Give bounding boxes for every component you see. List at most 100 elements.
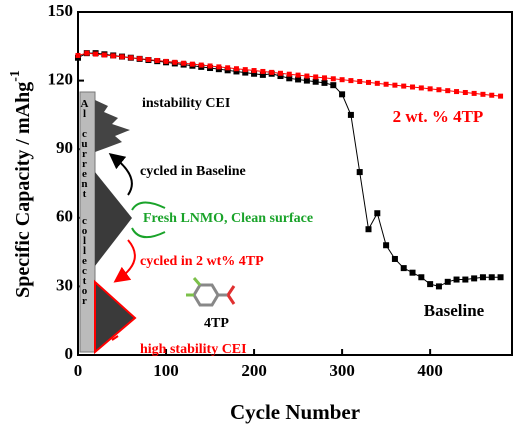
data-point (374, 210, 381, 217)
data-point (224, 67, 231, 74)
data-point (366, 79, 372, 85)
data-point (207, 63, 213, 69)
data-point (454, 89, 460, 95)
data-point (216, 64, 222, 70)
data-point (497, 274, 504, 281)
molecule (186, 277, 236, 307)
data-point (277, 70, 283, 76)
y-axis-title-sup: -1 (8, 70, 23, 82)
data-point (471, 90, 477, 96)
data-point (392, 82, 398, 88)
collector-label: Al (78, 98, 90, 118)
data-point (418, 85, 424, 91)
data-point (233, 68, 240, 75)
data-point (163, 58, 169, 64)
data-point (260, 68, 266, 74)
data-point (119, 54, 125, 60)
y-tick-label: 60 (56, 207, 73, 226)
data-point (242, 67, 248, 73)
y-tick-label: 30 (56, 275, 73, 294)
data-point (330, 82, 337, 89)
data-point (225, 65, 231, 71)
data-point (347, 111, 354, 118)
data-point (242, 69, 249, 76)
y-tick-label: 150 (48, 1, 74, 20)
x-tick-label: 0 (74, 361, 83, 380)
arrow (113, 239, 136, 283)
data-point (313, 74, 319, 80)
data-point (172, 59, 178, 65)
data-point (339, 77, 345, 83)
data-point (93, 51, 99, 57)
data-point (462, 276, 469, 283)
data-point (418, 274, 425, 281)
data-point (436, 87, 442, 93)
plot-frame (77, 11, 513, 356)
data-point (110, 53, 116, 59)
data-point (356, 169, 363, 176)
data-point (321, 75, 327, 81)
data-point (409, 269, 416, 276)
data-point (479, 274, 486, 281)
data-point (365, 226, 372, 233)
data-point (488, 274, 495, 281)
data-point (391, 255, 398, 262)
data-point (233, 66, 239, 72)
lnmo-coated (94, 279, 137, 355)
data-point (444, 278, 451, 285)
data-point (75, 52, 81, 58)
data-point (259, 71, 266, 78)
plot: 0 100 200 300 400 0 30 60 90 120 150 Baseline 2 wt. … (48, 1, 513, 380)
data-point (498, 93, 504, 99)
arrow (131, 201, 166, 211)
data-point (471, 275, 478, 282)
data-point (189, 61, 195, 67)
collector-label: current (78, 128, 90, 198)
data-point (374, 80, 380, 86)
annotation: Fresh LNMO, Clean surface (143, 211, 313, 226)
x-axis-title: Cycle Number (230, 400, 360, 424)
data-point (348, 78, 354, 84)
annotation: 4TP (204, 316, 229, 331)
x-tick-label: 400 (417, 361, 443, 380)
y-axis-title: Specific Capacity / mAhg-1 (8, 70, 33, 298)
inset-diagram: Al current collector instability CEI cyc… (78, 91, 313, 357)
data-point (401, 83, 407, 89)
data-point (445, 88, 451, 94)
annotation: cycled in 2 wt% 4TP (140, 254, 264, 269)
data-point (251, 70, 258, 77)
data-point (330, 76, 336, 82)
data-point (383, 242, 390, 249)
data-point (84, 50, 90, 56)
data-point (286, 71, 292, 77)
data-point (400, 265, 407, 272)
data-point (101, 52, 107, 58)
data-point (251, 68, 257, 74)
annotation: cycled in Baseline (140, 164, 246, 179)
data-point (339, 91, 346, 98)
data-point (383, 81, 389, 87)
data-point (154, 57, 160, 63)
data-point (277, 73, 284, 80)
y-tick-label: 90 (56, 138, 73, 157)
x-tick-label: 300 (329, 361, 355, 380)
arrow (111, 335, 119, 341)
collector-label: collector (78, 215, 90, 305)
data-point (312, 78, 319, 85)
data-point (198, 62, 204, 68)
series-label: Baseline (424, 301, 485, 320)
data-point (357, 79, 363, 85)
cei-rough (95, 100, 130, 152)
data-point (295, 72, 301, 78)
data-point (427, 86, 433, 92)
data-point (295, 76, 302, 83)
x-tick-label: 200 (241, 361, 267, 380)
data-point (304, 73, 310, 79)
data-point (321, 79, 328, 86)
data-point (427, 281, 434, 288)
series-label: 2 wt. % 4TP (393, 107, 484, 126)
data-point (435, 283, 442, 290)
data-point (137, 56, 143, 62)
annotation: instability CEI (142, 96, 230, 111)
